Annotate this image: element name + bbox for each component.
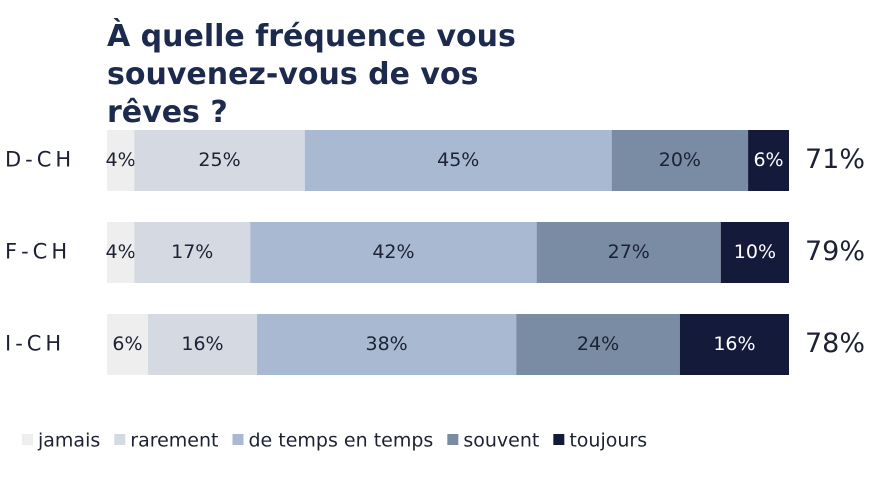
chart-title: À quelle fréquence vous souvenez-vous de… — [107, 19, 516, 130]
legend-swatch — [22, 434, 33, 445]
value-label: 4% — [106, 149, 136, 171]
legend-label: jamais — [37, 430, 100, 452]
value-label: 6% — [112, 333, 142, 355]
bar-segment — [250, 222, 537, 283]
legend-swatch — [447, 434, 459, 445]
value-label: 10% — [734, 241, 776, 263]
total-label: 78% — [805, 328, 865, 359]
value-label: 6% — [753, 149, 783, 171]
bar-segment — [107, 314, 148, 375]
category-label: F-CH — [5, 240, 71, 264]
value-label: 16% — [713, 333, 755, 355]
bar-segment — [720, 222, 789, 283]
total-label: 79% — [805, 236, 865, 267]
legend-label: souvent — [463, 430, 539, 452]
bar-segment — [748, 130, 789, 191]
bar-segment — [536, 222, 721, 283]
total-label: 71% — [805, 144, 865, 175]
value-label: 24% — [577, 333, 619, 355]
value-label: 17% — [171, 241, 213, 263]
legend-label: rarement — [130, 430, 218, 452]
bar-segment — [134, 222, 251, 283]
value-label: 4% — [106, 241, 136, 263]
value-label: 25% — [198, 149, 240, 171]
bar-segment — [516, 314, 680, 375]
bar-segment — [107, 130, 135, 191]
category-label: D-CH — [5, 148, 75, 172]
legend-label: de temps en temps — [249, 430, 434, 452]
value-label: 16% — [181, 333, 223, 355]
category-label: I-CH — [5, 332, 65, 356]
legend-label: toujours — [569, 430, 647, 452]
bar-segment — [147, 314, 258, 375]
legend-swatch — [114, 434, 126, 445]
value-label: 42% — [372, 241, 414, 263]
legend-swatch — [553, 434, 565, 445]
value-label: 38% — [366, 333, 408, 355]
legend-swatch — [232, 434, 244, 445]
value-label: 45% — [437, 149, 479, 171]
value-label: 20% — [659, 149, 701, 171]
bar-segment — [257, 314, 517, 375]
bar-segment — [611, 130, 749, 191]
bar-segment — [679, 314, 789, 375]
bar-segment — [107, 222, 135, 283]
value-label: 27% — [608, 241, 650, 263]
bar-segment — [134, 130, 305, 191]
bar-segment — [304, 130, 612, 191]
